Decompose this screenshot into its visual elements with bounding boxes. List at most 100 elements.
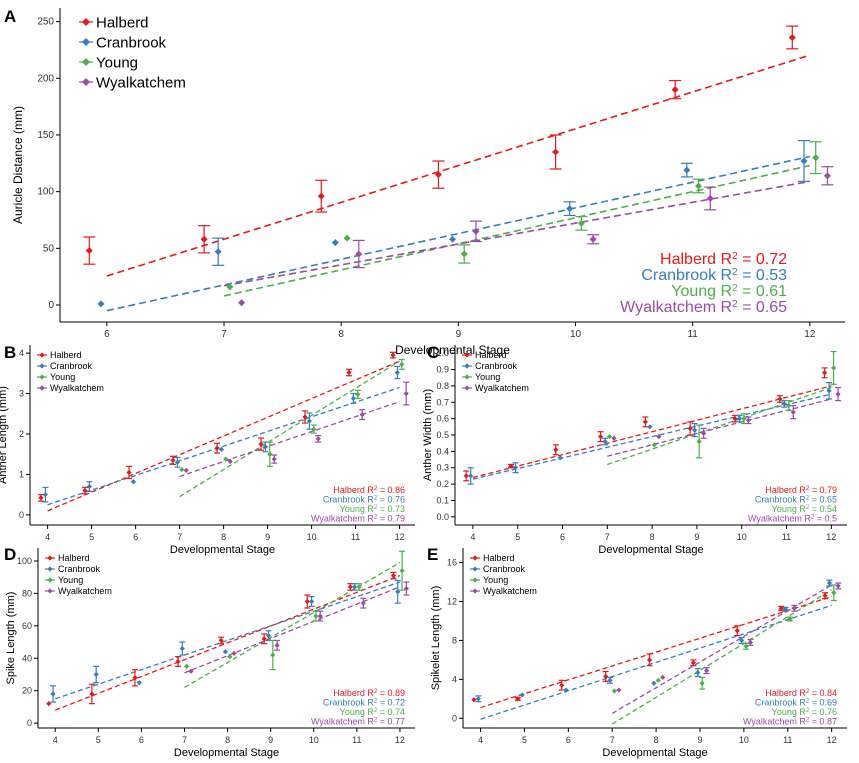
data-point-halberd — [302, 414, 308, 420]
r-squared-annotation: Wyalkatchem R2 = 0.87 — [743, 717, 837, 727]
annotation-value: = 0.77 — [377, 717, 405, 727]
annotation-label: Young R — [340, 707, 375, 717]
data-point-wyalkatchem — [315, 436, 321, 442]
data-point-cranbrook — [265, 632, 272, 639]
annotation-label: Cranbrook R — [641, 267, 732, 284]
data-point-wyalkatchem — [745, 417, 752, 423]
y-tick-label: 0.5 — [436, 430, 449, 440]
legend-label: Wyalkatchem — [50, 383, 104, 393]
legend-marker-young — [472, 577, 478, 583]
panel-letter: A — [4, 7, 16, 26]
annotation-value: = 0.54 — [809, 504, 837, 514]
fit-line-cranbrook — [472, 393, 832, 480]
data-point-young — [577, 219, 585, 227]
y-tick-label: 3 — [19, 389, 24, 399]
data-point-halberd — [471, 697, 477, 703]
legend-marker-young — [82, 58, 90, 66]
x-tick-label: 8 — [650, 532, 655, 542]
r-squared-annotation: Young R2 = 0.73 — [340, 504, 405, 514]
data-point-young — [812, 154, 820, 162]
data-point-young — [311, 426, 317, 432]
data-point-cranbrook — [218, 446, 224, 452]
x-tick-label: 6 — [560, 532, 565, 542]
r-squared-annotation: Wyalkatchem R2 = 0.77 — [311, 717, 405, 727]
y-tick-label: 4 — [19, 348, 24, 358]
data-point-cranbrook — [475, 696, 481, 702]
data-point-halberd — [822, 370, 828, 376]
annotation-superscript: 2 — [732, 283, 738, 294]
data-point-halberd — [687, 425, 693, 432]
data-point-young — [399, 361, 405, 368]
data-point-halberd — [434, 171, 442, 179]
data-point-cranbrook — [736, 416, 743, 422]
x-tick-label: 12 — [826, 532, 836, 542]
fit-line-young — [184, 562, 401, 689]
x-tick-label: 6 — [104, 329, 110, 340]
fit-line-cranbrook — [47, 386, 400, 506]
annotation-superscript: 2 — [811, 515, 815, 521]
panel-e: E 4 5 6 7 8 9 10 11 12 0 4 8 12 16 Developmental Stage S… — [427, 545, 847, 759]
data-point-halberd — [515, 696, 521, 702]
x-tick-label: 8 — [654, 735, 659, 745]
data-point-wyalkatchem — [747, 639, 754, 645]
r-squared-annotation: Halberd R2 = 0.72 — [660, 251, 787, 269]
r-squared-annotation: Cranbrook R2 = 0.53 — [641, 267, 787, 285]
data-point-halberd — [390, 572, 397, 579]
data-point-cranbrook — [647, 424, 653, 430]
annotation-label: Cranbrook R — [755, 495, 807, 505]
fit-line-wyalkatchem — [607, 398, 832, 457]
r-squared-annotation: Cranbrook R2 = 0.65 — [755, 495, 837, 505]
legend-marker-wyalkatchem — [472, 588, 478, 594]
annotation-label: Wyalkatchem R — [743, 717, 806, 727]
annotation-superscript: 2 — [806, 689, 810, 695]
y-tick-label: 100 — [17, 556, 32, 566]
x-tick-label: 9 — [456, 329, 462, 340]
data-point-halberd — [642, 419, 648, 425]
data-point-cranbrook — [781, 401, 787, 407]
data-point-halberd — [170, 457, 176, 463]
annotation-value: = 0.61 — [738, 283, 787, 300]
data-point-young — [223, 456, 229, 462]
data-point-cranbrook — [692, 427, 698, 433]
data-point-young — [184, 663, 190, 669]
annotation-superscript: 2 — [732, 299, 738, 310]
data-point-cranbrook — [782, 606, 789, 612]
data-point-halberd — [603, 673, 609, 680]
annotation-superscript: 2 — [806, 496, 810, 502]
data-point-young — [606, 434, 613, 440]
data-point-young — [227, 654, 233, 660]
y-tick-label: 0 — [19, 510, 24, 520]
annotation-superscript: 2 — [374, 718, 378, 724]
annotation-superscript: 2 — [806, 505, 810, 511]
panel-letter: E — [427, 545, 438, 564]
data-point-halberd — [463, 473, 469, 479]
data-point-cranbrook — [174, 459, 180, 465]
data-point-halberd — [175, 658, 181, 665]
data-point-wyalkatchem — [790, 409, 796, 415]
data-point-halberd — [822, 593, 828, 599]
data-point-wyalkatchem — [835, 583, 841, 589]
fit-line-wyalkatchem — [611, 584, 832, 714]
annotation-value: = 0.65 — [809, 495, 837, 505]
legend-marker-young — [464, 374, 470, 380]
annotation-label: Cranbrook R — [323, 698, 375, 708]
r-squared-annotation: Halberd R2 = 0.79 — [765, 485, 837, 495]
annotation-label: Halberd R — [765, 688, 806, 698]
annotation-label: Cranbrook R — [755, 698, 807, 708]
fit-line-halberd — [106, 54, 811, 277]
legend-label: Young — [50, 372, 75, 382]
y-tick-label: 12 — [447, 597, 457, 607]
x-tick-label: 7 — [605, 532, 610, 542]
legend-label: Cranbrook — [96, 34, 167, 51]
y-tick-label: 80 — [22, 588, 32, 598]
annotation-superscript: 2 — [374, 689, 378, 695]
data-point-cranbrook — [130, 479, 136, 485]
data-point-halberd — [46, 701, 52, 707]
y-tick-label: 1 — [19, 469, 24, 479]
data-point-young — [786, 402, 792, 409]
annotation-value: = 0.86 — [377, 485, 405, 495]
annotation-value: = 0.5 — [814, 514, 837, 524]
data-point-cranbrook — [308, 598, 315, 605]
data-point-cranbrook — [179, 645, 185, 652]
annotation-superscript: 2 — [374, 486, 378, 492]
